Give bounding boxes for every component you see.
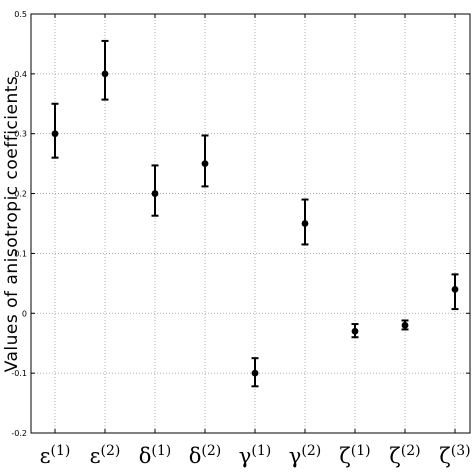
data-point bbox=[101, 70, 109, 78]
x-axis-ticks: ε(1) ε(2) δ(1) δ(2) γ(1) γ(2) ζ(1) ζ(2) ζ(3) bbox=[40, 14, 471, 468]
data-point-group bbox=[451, 273, 459, 311]
x-tick-label: γ(1) bbox=[239, 443, 271, 468]
y-tick-label: -0.1 bbox=[11, 369, 27, 378]
x-tick-label-sup: (2) bbox=[201, 443, 221, 459]
data-point-group bbox=[101, 39, 109, 101]
y-tick-label: 0 bbox=[22, 309, 27, 318]
data-point bbox=[401, 321, 409, 329]
x-tick-label: ε(2) bbox=[90, 443, 121, 468]
x-tick-label: ε(1) bbox=[40, 443, 71, 468]
data-point-group bbox=[351, 323, 359, 339]
x-tick-label: δ(1) bbox=[139, 443, 172, 468]
x-tick-label-base: ε bbox=[40, 444, 51, 468]
x-tick-label-sup: (1) bbox=[251, 443, 271, 459]
x-tick-label-sup: (2) bbox=[301, 443, 321, 459]
data-point bbox=[151, 190, 159, 197]
x-tick-label: γ(2) bbox=[289, 443, 321, 468]
y-tick-label: 0.1 bbox=[14, 249, 27, 258]
grid-lines bbox=[31, 13, 470, 434]
x-tick-label-sup: (1) bbox=[51, 443, 71, 459]
y-tick-label: 0.4 bbox=[14, 70, 27, 79]
y-axis-ticks: -0.2 -0.1 0 0.1 0.2 0.3 0.4 0.5 bbox=[11, 10, 470, 438]
data-point bbox=[301, 220, 309, 227]
x-tick-label-sup: (1) bbox=[151, 443, 171, 459]
data-point bbox=[351, 327, 359, 335]
data-point-group bbox=[401, 319, 409, 331]
data-point bbox=[51, 130, 59, 138]
x-tick-label: ζ(1) bbox=[339, 443, 370, 468]
plot-frame bbox=[30, 13, 471, 434]
x-tick-label-sup: (2) bbox=[401, 443, 421, 459]
data-point bbox=[251, 369, 259, 377]
x-tick-label: ζ(3) bbox=[439, 443, 470, 468]
y-tick-label: 0.2 bbox=[14, 190, 27, 199]
x-tick-label-sup: (3) bbox=[451, 443, 471, 459]
y-axis-label: Values of anisotropic coefficients bbox=[2, 76, 22, 373]
data-point-group bbox=[151, 164, 159, 217]
data-point-group bbox=[301, 198, 309, 246]
x-tick-label-base: ζ bbox=[339, 444, 350, 468]
data-point-group bbox=[251, 357, 259, 388]
x-tick-label-sup: (2) bbox=[101, 443, 121, 459]
data-point bbox=[201, 160, 209, 168]
y-tick-label: 0.5 bbox=[14, 10, 27, 19]
data-series bbox=[51, 39, 459, 388]
data-point-group bbox=[51, 102, 59, 159]
x-tick-label-base: γ bbox=[289, 444, 302, 468]
x-tick-label-base: ζ bbox=[389, 444, 400, 468]
x-tick-label: ζ(2) bbox=[389, 443, 420, 468]
y-tick-label: -0.2 bbox=[11, 429, 27, 438]
data-point bbox=[451, 285, 459, 293]
x-tick-label-base: ε bbox=[90, 444, 101, 468]
y-tick-label: 0.3 bbox=[14, 130, 27, 139]
x-tick-label: δ(2) bbox=[189, 443, 222, 468]
x-tick-label-base: ζ bbox=[439, 444, 450, 468]
x-tick-label-base: δ bbox=[189, 444, 202, 468]
data-point-group bbox=[201, 134, 209, 188]
x-tick-label-base: δ bbox=[139, 444, 152, 468]
x-tick-label-base: γ bbox=[239, 444, 252, 468]
x-tick-label-sup: (1) bbox=[351, 443, 371, 459]
